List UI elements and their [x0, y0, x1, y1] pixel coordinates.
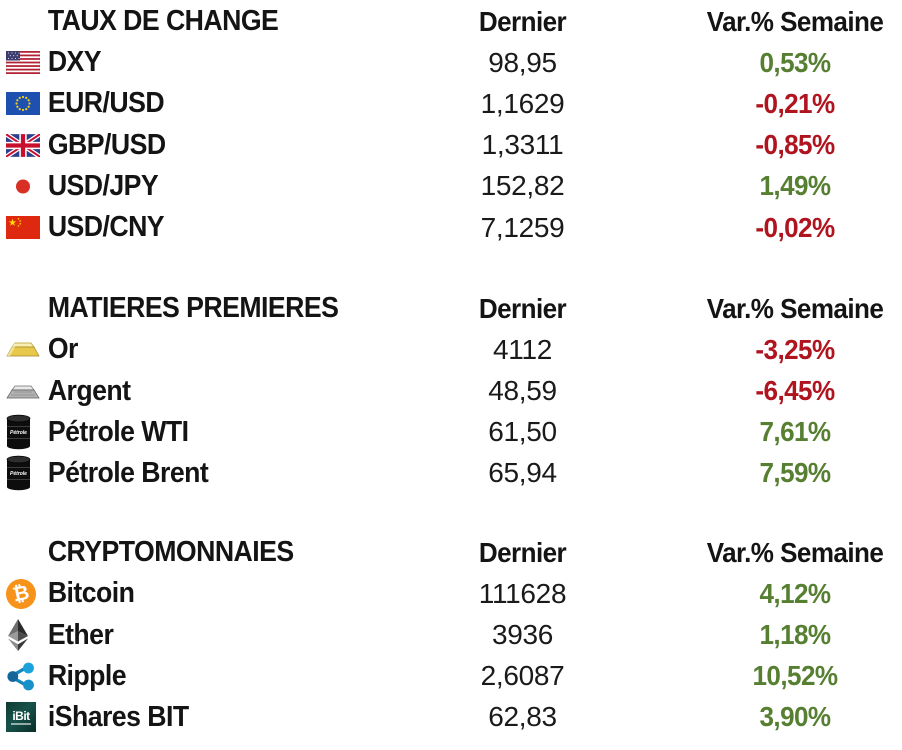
last-value: 3936	[491, 619, 554, 651]
section-exchange-rates: TAUX DE CHANGE Dernier Var.% Semaine DXY…	[0, 1, 902, 248]
row-dxy: DXY 98,95 0,53%	[0, 42, 902, 83]
last-value: 4112	[492, 333, 552, 365]
column-header-var-semaine: Var.% Semaine	[706, 292, 884, 324]
week-change-value: -0,02%	[755, 211, 835, 243]
row-ishares-bit: iBit iShares BIT 62,83 3,90%	[0, 697, 902, 738]
instrument-label: iShares BIT	[47, 700, 189, 733]
week-change-value: 4,12%	[759, 577, 831, 609]
silver-bar-icon	[6, 381, 40, 402]
section-commodities: MATIERES PREMIERES Dernier Var.% Semaine…	[0, 288, 902, 494]
instrument-label: Or	[47, 333, 79, 366]
last-value: 1,1629	[480, 87, 565, 119]
instrument-label: Pétrole WTI	[47, 415, 189, 448]
row-usdjpy: USD/JPY 152,82 1,49%	[0, 166, 902, 207]
ibit-icon-subtext	[11, 722, 31, 725]
row-oil-wti: Pétrole Pétrole WTI 61,50 7,61%	[0, 412, 902, 453]
last-value: 65,94	[488, 457, 557, 489]
ethereum-icon	[6, 618, 30, 652]
section-title: MATIERES PREMIERES	[47, 292, 339, 325]
section-header-row: TAUX DE CHANGE Dernier Var.% Semaine	[0, 1, 902, 42]
row-ripple: Ripple 2,6087 10,52%	[0, 656, 902, 697]
instrument-label: Bitcoin	[47, 577, 135, 610]
week-change-value: -0,85%	[755, 129, 835, 161]
instrument-label: Pétrole Brent	[47, 456, 209, 489]
week-change-value: 1,49%	[759, 170, 831, 202]
bitcoin-symbol: ₿	[10, 581, 32, 607]
column-header-var-semaine: Var.% Semaine	[706, 5, 884, 37]
instrument-label: GBP/USD	[47, 128, 166, 161]
uk-flag-icon	[4, 131, 42, 159]
week-change-value: 7,61%	[759, 416, 831, 448]
row-silver: Argent 48,59 -6,45%	[0, 371, 902, 412]
gold-bar-icon	[6, 339, 40, 360]
row-usdcny: USD/CNY 7,1259 -0,02%	[0, 207, 902, 248]
row-gold: Or 4112 -3,25%	[0, 329, 902, 370]
oil-barrel-icon: Pétrole	[6, 414, 31, 450]
instrument-label: EUR/USD	[47, 87, 165, 120]
row-gbpusd: GBP/USD 1,3311 -0,85%	[0, 125, 902, 166]
last-value: 48,59	[488, 375, 557, 407]
japan-flag-icon	[6, 174, 40, 198]
last-value: 61,50	[488, 416, 557, 448]
row-bitcoin: ₿ Bitcoin 111628 4,12%	[0, 573, 902, 614]
column-header-dernier: Dernier	[478, 536, 567, 568]
eu-flag-icon	[6, 92, 40, 116]
section-title: CRYPTOMONNAIES	[47, 536, 294, 569]
instrument-label: USD/CNY	[47, 211, 165, 244]
week-change-value: -6,45%	[755, 375, 835, 407]
last-value: 98,95	[488, 46, 557, 78]
last-value: 2,6087	[480, 660, 565, 692]
last-value: 152,82	[480, 170, 565, 202]
week-change-value: 7,59%	[759, 457, 831, 489]
ibit-icon-label: iBit	[12, 708, 30, 723]
row-oil-brent: Pétrole Pétrole Brent 65,94 7,59%	[0, 453, 902, 494]
instrument-label: Argent	[47, 374, 131, 407]
week-change-value: -3,25%	[755, 333, 835, 365]
instrument-label: USD/JPY	[47, 169, 159, 202]
ripple-icon	[6, 661, 37, 692]
week-change-value: 0,53%	[759, 46, 831, 78]
week-change-value: 10,52%	[752, 660, 839, 692]
section-title: TAUX DE CHANGE	[47, 5, 279, 38]
instrument-label: Ether	[47, 618, 114, 651]
section-cryptocurrencies: CRYPTOMONNAIES Dernier Var.% Semaine ₿ B…	[0, 532, 902, 738]
ibit-icon: iBit	[6, 702, 36, 733]
column-header-dernier: Dernier	[478, 292, 567, 324]
week-change-value: 3,90%	[759, 701, 831, 733]
bitcoin-icon: ₿	[6, 578, 36, 609]
last-value: 7,1259	[480, 211, 565, 243]
last-value: 111628	[478, 577, 567, 609]
oil-barrel-label: Pétrole	[10, 430, 27, 436]
column-header-dernier: Dernier	[478, 5, 567, 37]
week-change-value: -0,21%	[755, 87, 835, 119]
us-flag-icon	[5, 50, 41, 75]
instrument-label: Ripple	[47, 659, 127, 692]
week-change-value: 1,18%	[759, 619, 831, 651]
section-header-row: CRYPTOMONNAIES Dernier Var.% Semaine	[0, 532, 902, 573]
oil-barrel-label: Pétrole	[10, 471, 27, 477]
column-header-var-semaine: Var.% Semaine	[706, 536, 884, 568]
last-value: 1,3311	[481, 129, 564, 161]
oil-barrel-icon: Pétrole	[6, 455, 31, 491]
last-value: 62,83	[488, 701, 557, 733]
china-flag-icon	[6, 216, 40, 240]
instrument-label: DXY	[47, 46, 102, 79]
section-header-row: MATIERES PREMIERES Dernier Var.% Semaine	[0, 288, 902, 329]
row-ether: Ether 3936 1,18%	[0, 614, 902, 655]
row-eurusd: EUR/USD 1,1629 -0,21%	[0, 83, 902, 124]
